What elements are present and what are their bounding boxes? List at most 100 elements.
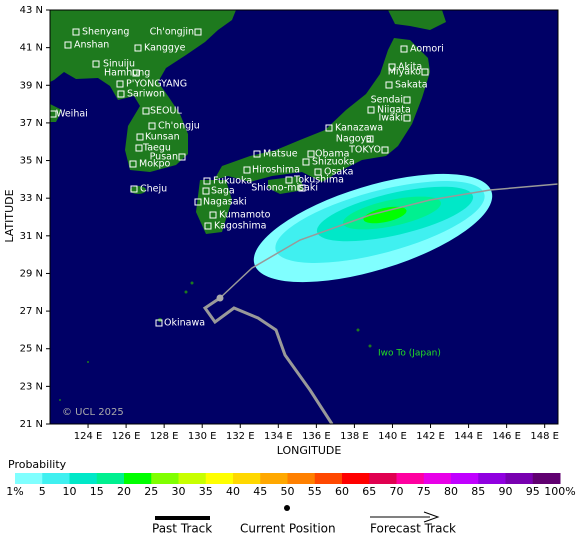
city-marker	[130, 185, 138, 193]
x-tick-label: 134 E	[264, 431, 293, 442]
city-label: Cheju	[140, 184, 167, 195]
scale-label: 50	[281, 485, 295, 498]
scale-label: 80	[444, 485, 458, 498]
color-box	[451, 473, 479, 484]
scale-label: 5	[39, 485, 46, 498]
city-marker	[72, 28, 80, 36]
city-label: Ch'ongju	[158, 121, 200, 132]
x-tick-label: 140 E	[378, 431, 407, 442]
y-tick-label: 25 N	[20, 344, 43, 355]
color-box	[15, 473, 43, 484]
color-box	[287, 473, 316, 484]
scale-label: 25	[144, 485, 158, 498]
city-label: Kunsan	[145, 132, 180, 143]
region-label: Iwo To (Japan)	[378, 349, 441, 359]
city-label: Aomori	[410, 44, 444, 55]
legend-item: Current Position	[240, 522, 336, 536]
city-label: Anshan	[74, 40, 109, 51]
current-position	[216, 294, 224, 302]
y-axis-label: LATITUDE	[3, 189, 16, 242]
city-label: Kanggye	[144, 43, 186, 54]
city-label: Obama	[315, 149, 349, 160]
legend-item: Past Track	[152, 522, 212, 536]
city-marker	[385, 81, 393, 89]
city-label: Hiroshima	[252, 165, 300, 176]
scale-label: 95	[526, 485, 540, 498]
color-box	[124, 473, 152, 484]
city-label: Kagoshima	[214, 221, 266, 232]
city-marker	[314, 168, 322, 176]
city-marker	[204, 222, 212, 230]
color-box	[423, 473, 452, 484]
city-marker	[381, 146, 389, 154]
city-marker	[253, 150, 261, 158]
city-marker	[202, 187, 210, 195]
city-marker	[243, 166, 251, 174]
city-label: Matsue	[263, 149, 298, 160]
city-marker	[129, 160, 137, 168]
city-marker	[400, 45, 408, 53]
scale-label: 15	[90, 485, 104, 498]
color-box	[69, 473, 98, 484]
city-label: Fukuoka	[213, 176, 252, 187]
city-label: Shizuoka	[312, 157, 355, 168]
scale-label: 20	[117, 485, 131, 498]
city-label: Saga	[211, 186, 235, 197]
city-marker	[148, 122, 156, 130]
city-marker	[403, 96, 411, 104]
city-label: Tokushima	[293, 175, 344, 186]
x-tick-label: 126 E	[112, 431, 141, 442]
y-tick-label: 23 N	[20, 381, 43, 392]
city-label: Mokpo	[139, 159, 171, 170]
city-marker	[117, 90, 125, 98]
city-marker	[134, 44, 142, 52]
city-marker	[421, 68, 429, 76]
y-tick-label: 33 N	[20, 193, 43, 204]
city-marker	[285, 176, 293, 184]
probability-swath	[253, 173, 493, 283]
x-tick-label: 148 E	[530, 431, 559, 442]
map-frame	[49, 9, 559, 425]
city-label: Weihai	[56, 109, 88, 120]
arrow-head	[423, 511, 440, 523]
scale-label: 35	[199, 485, 213, 498]
scale-label: 10	[63, 485, 77, 498]
scale-label: 55	[308, 485, 322, 498]
color-box	[151, 473, 179, 484]
y-tick-label: 41 N	[20, 43, 43, 54]
y-tick-label: 37 N	[20, 118, 43, 129]
color-box	[505, 473, 534, 484]
city-label: Akita	[398, 62, 422, 73]
city-marker	[194, 198, 202, 206]
city-label: TOKYO	[348, 145, 381, 156]
scale-label: 45	[253, 485, 267, 498]
x-axis-label: LONGITUDE	[277, 444, 342, 457]
city-label: P'YONGYANG	[126, 79, 187, 90]
y-tick-label: 43 N	[20, 5, 43, 16]
x-tick-label: 142 E	[416, 431, 445, 442]
x-tick-label: 124 E	[74, 431, 103, 442]
city-label: Kumamoto	[219, 210, 271, 221]
color-box	[233, 473, 261, 484]
city-marker	[132, 69, 140, 77]
legend-title: Probability	[8, 458, 67, 471]
city-label: Sariwon	[127, 89, 165, 100]
color-box	[260, 473, 288, 484]
city-marker	[136, 133, 144, 141]
color-box	[396, 473, 425, 484]
city-marker	[64, 41, 72, 49]
legend-items: Past Track Current Position Forecast Tra…	[152, 505, 456, 536]
y-tick-label: 39 N	[20, 80, 43, 91]
city-marker	[367, 106, 375, 114]
color-box	[96, 473, 125, 484]
city-label: Nagoya	[336, 134, 372, 145]
y-tick-label: 29 N	[20, 268, 43, 279]
x-tick-label: 132 E	[226, 431, 255, 442]
scale-label: 65	[362, 485, 376, 498]
forecast-track	[219, 183, 559, 299]
y-tick-label: 21 N	[20, 419, 43, 430]
current-position-symbol	[284, 505, 290, 511]
scale-label: 75	[417, 485, 431, 498]
y-tick-label: 31 N	[20, 231, 43, 242]
city-marker	[116, 80, 124, 88]
